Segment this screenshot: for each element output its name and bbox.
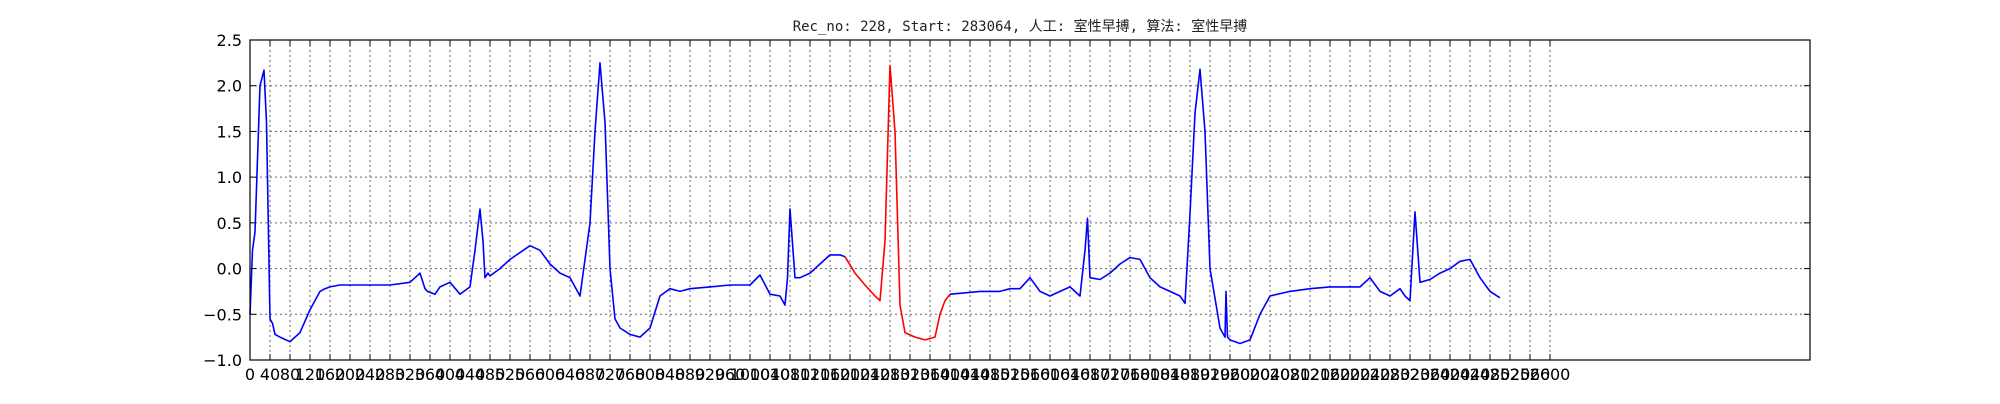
y-tick-label: −1.0 xyxy=(203,351,242,370)
x-tick-label: 1440 xyxy=(950,365,991,384)
x-tick-label: 2440 xyxy=(1450,365,1491,384)
x-tick-label: 1320 xyxy=(890,365,931,384)
x-tick-label: 2000 xyxy=(1230,365,1271,384)
x-tick-label: 1960 xyxy=(1210,365,1251,384)
x-tick-label: 1760 xyxy=(1110,365,1151,384)
x-tick-label: 1560 xyxy=(1010,365,1051,384)
x-tick-label: 2160 xyxy=(1310,365,1351,384)
grid-lines xyxy=(249,39,1810,361)
x-tick-label: 2240 xyxy=(1350,365,1391,384)
x-tick-label: 1920 xyxy=(1190,365,1231,384)
ecg-series-line-2 xyxy=(949,68,1501,345)
x-tick-label: 2520 xyxy=(1490,365,1531,384)
x-tick-label: 760 xyxy=(615,365,646,384)
y-axis-ticks: −1.0 −0.5 0.0 0.5 1.0 1.5 2.0 2.5 xyxy=(203,31,1810,370)
y-tick-label: 0.0 xyxy=(217,260,242,279)
x-tick-label: 360 xyxy=(415,365,446,384)
x-tick-label: 2280 xyxy=(1370,365,1411,384)
x-tick-label: 1120 xyxy=(790,365,831,384)
x-tick-label: 2560 xyxy=(1510,365,1551,384)
x-tick-label: 2320 xyxy=(1390,365,1431,384)
x-tick-label: 1200 xyxy=(830,365,871,384)
x-tick-label: 560 xyxy=(515,365,546,384)
x-tick-label: 80 xyxy=(280,365,300,384)
x-axis-ticks: 0 40 8012016020024028032036040044048052056… xyxy=(245,40,1570,384)
x-tick-label: 2200 xyxy=(1330,365,1371,384)
x-tick-label: 2080 xyxy=(1270,365,1311,384)
x-tick-label: 840 xyxy=(655,365,686,384)
x-tick-label: 0 xyxy=(245,365,255,384)
x-tick-label: 720 xyxy=(595,365,626,384)
x-tick-label: 2040 xyxy=(1250,365,1291,384)
x-tick-label: 960 xyxy=(715,365,746,384)
x-tick-label: 600 xyxy=(535,365,566,384)
x-tick-label: 640 xyxy=(555,365,586,384)
x-tick-label: 280 xyxy=(375,365,406,384)
x-tick-label: 880 xyxy=(675,365,706,384)
series-lines xyxy=(249,62,1501,345)
x-tick-label: 1280 xyxy=(870,365,911,384)
x-tick-label: 1720 xyxy=(1090,365,1131,384)
x-tick-label: 2600 xyxy=(1530,365,1571,384)
ecg-series-line-1 xyxy=(844,64,951,341)
x-tick-label: 40 xyxy=(260,365,280,384)
x-tick-label: 1800 xyxy=(1130,365,1171,384)
x-tick-label: 680 xyxy=(575,365,606,384)
y-tick-label: 2.5 xyxy=(217,31,242,50)
x-tick-label: 920 xyxy=(695,365,726,384)
x-tick-label: 1400 xyxy=(930,365,971,384)
x-tick-label: 320 xyxy=(395,365,426,384)
x-tick-label: 1680 xyxy=(1070,365,1111,384)
x-tick-label: 480 xyxy=(475,365,506,384)
x-tick-label: 240 xyxy=(355,365,386,384)
x-tick-label: 2360 xyxy=(1410,365,1451,384)
x-tick-label: 440 xyxy=(455,365,486,384)
x-tick-label: 200 xyxy=(335,365,366,384)
x-tick-label: 800 xyxy=(635,365,666,384)
y-tick-label: −0.5 xyxy=(203,305,242,324)
x-tick-label: 1360 xyxy=(910,365,951,384)
x-tick-label: 1000 xyxy=(730,365,771,384)
x-tick-label: 2480 xyxy=(1470,365,1511,384)
y-tick-label: 2.0 xyxy=(217,77,242,96)
x-tick-label: 120 xyxy=(295,365,326,384)
x-tick-label: 1240 xyxy=(850,365,891,384)
x-tick-label: 160 xyxy=(315,365,346,384)
x-tick-label: 520 xyxy=(495,365,526,384)
x-tick-label: 1640 xyxy=(1050,365,1091,384)
x-tick-label: 2120 xyxy=(1290,365,1331,384)
x-tick-label: 1880 xyxy=(1170,365,1211,384)
x-tick-label: 1840 xyxy=(1150,365,1191,384)
x-tick-label: 1600 xyxy=(1030,365,1071,384)
x-tick-label: 1040 xyxy=(750,365,791,384)
x-tick-label: 1520 xyxy=(990,365,1031,384)
x-tick-label: 1080 xyxy=(770,365,811,384)
x-tick-label: 1480 xyxy=(970,365,1011,384)
x-tick-label: 2400 xyxy=(1430,365,1471,384)
x-tick-label: 400 xyxy=(435,365,466,384)
y-tick-label: 1.5 xyxy=(217,122,242,141)
x-tick-label: 1160 xyxy=(810,365,851,384)
y-tick-label: 1.0 xyxy=(217,168,242,187)
ecg-series-line-0 xyxy=(249,62,846,343)
chart-title: Rec_no: 228, Start: 283064, 人工: 室性早搏, 算法… xyxy=(793,18,1248,35)
y-tick-label: 0.5 xyxy=(217,214,242,233)
